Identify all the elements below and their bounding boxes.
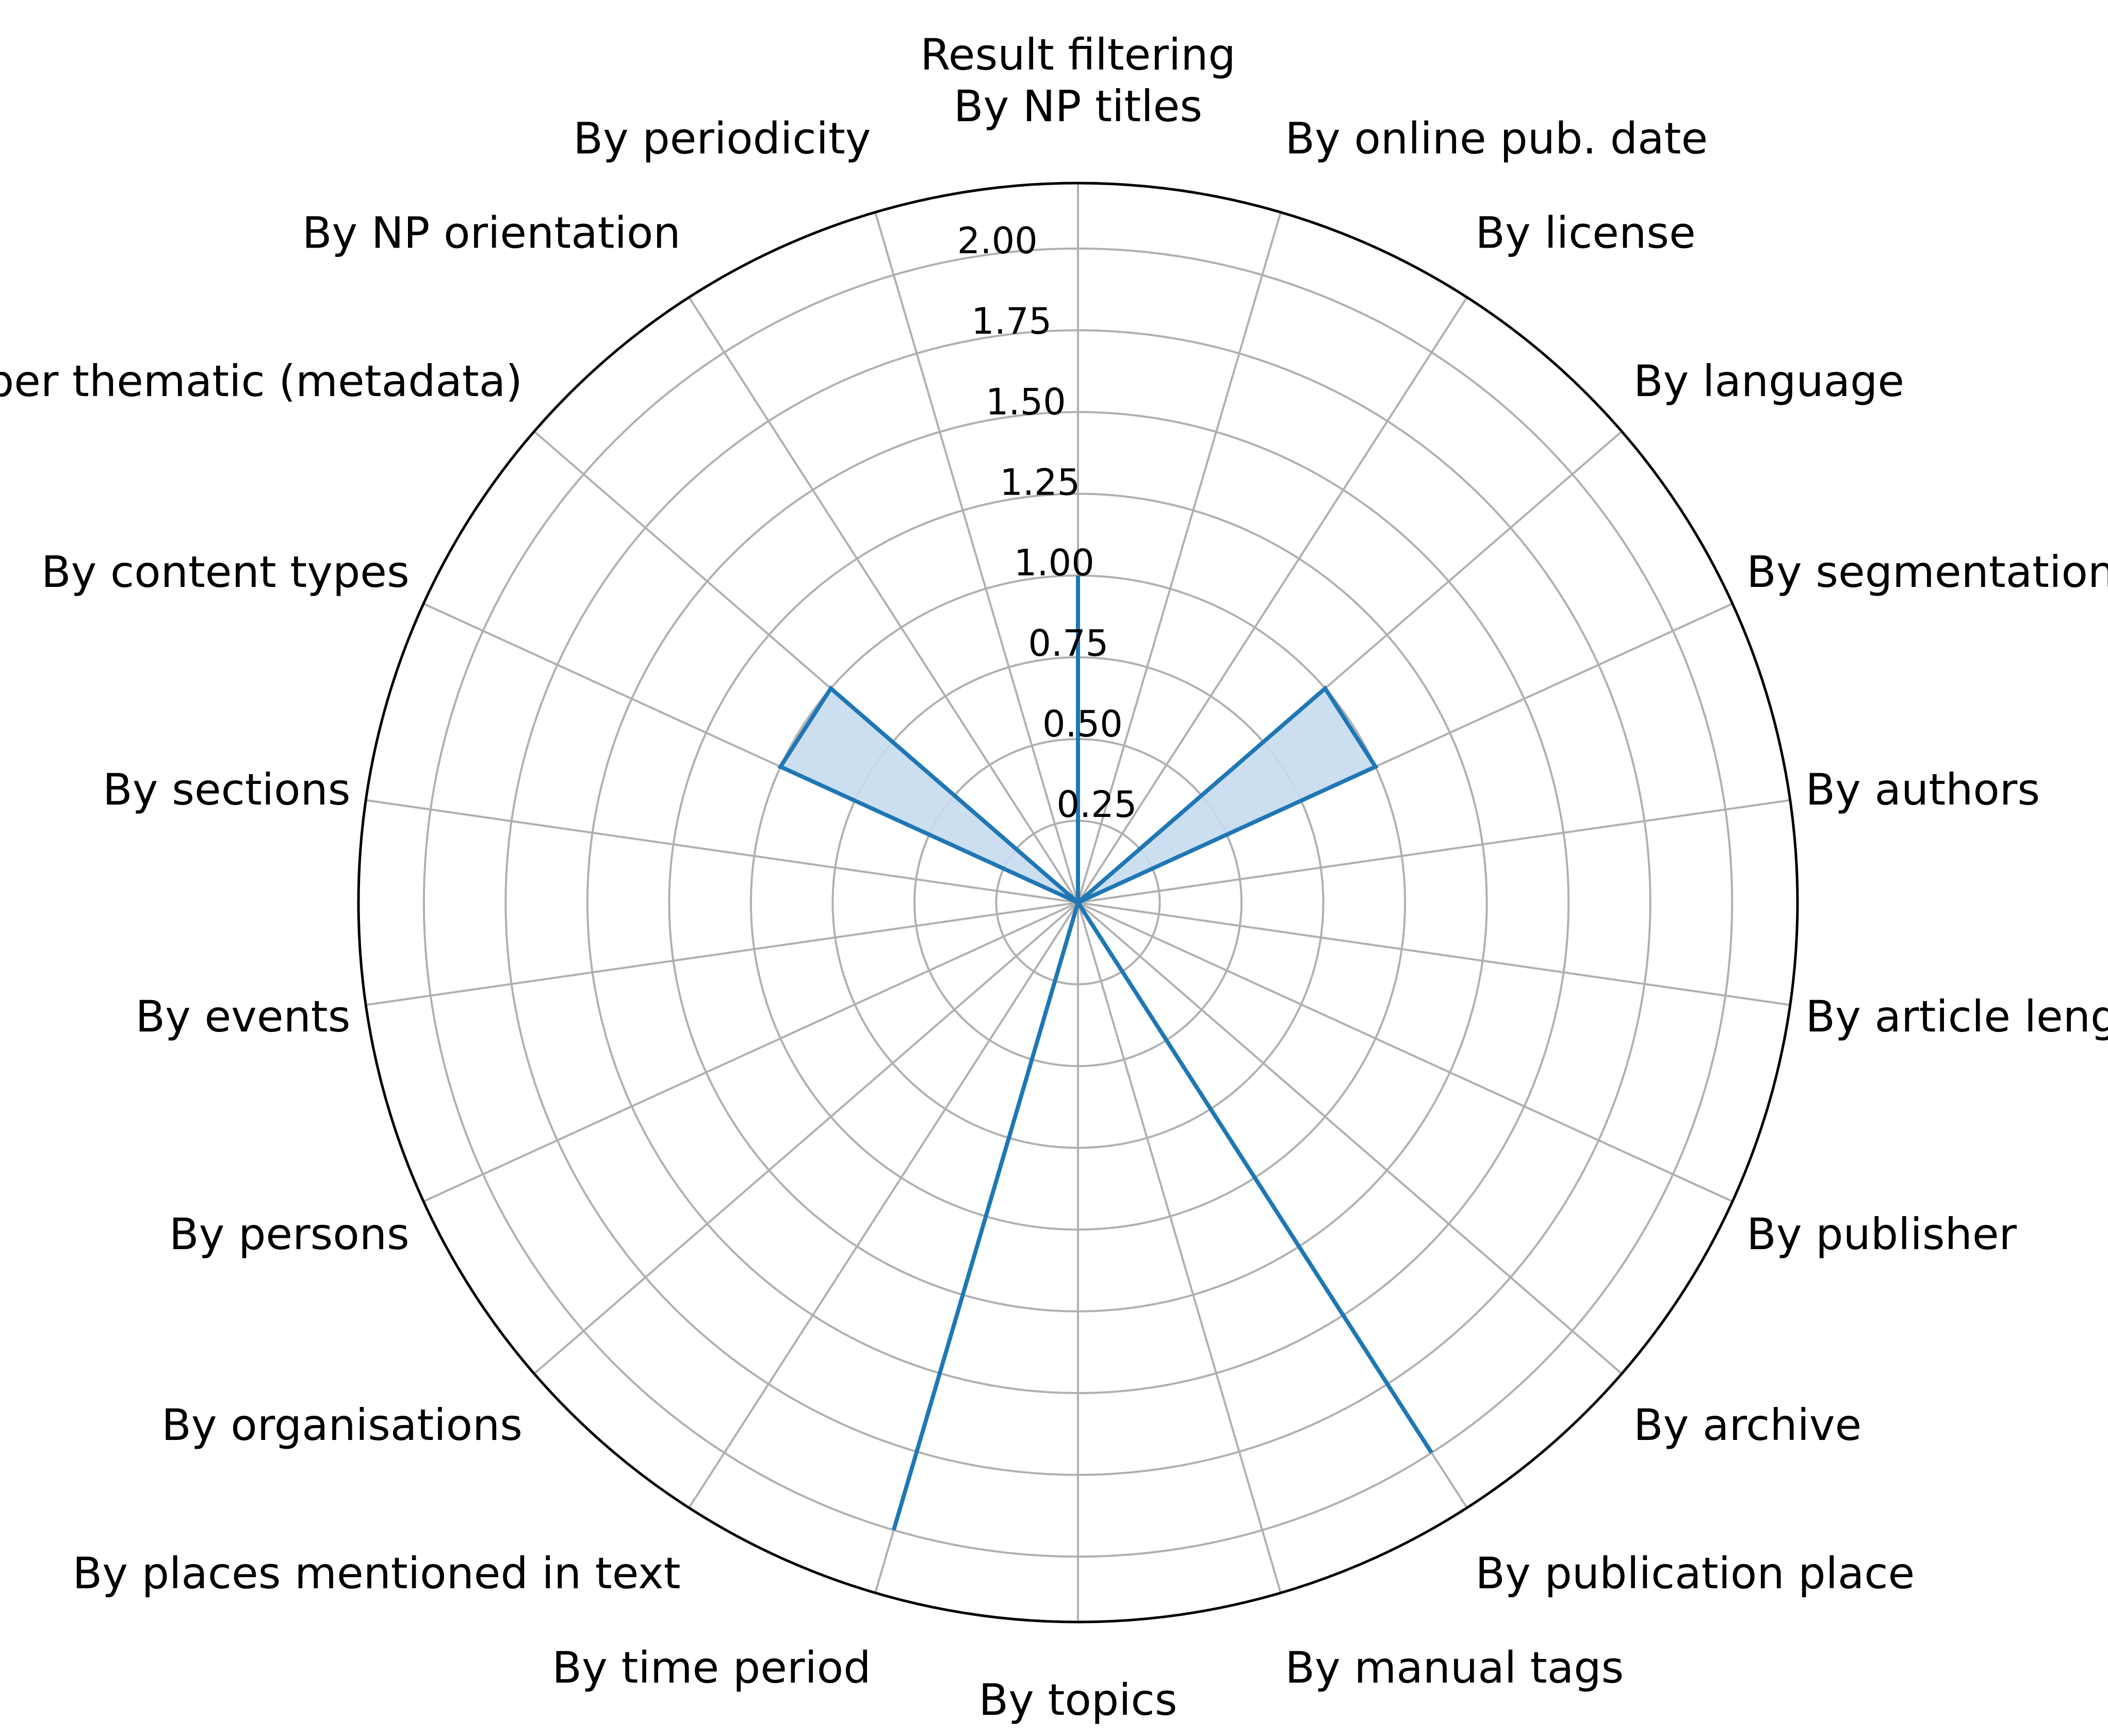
category-label: By NP orientation: [302, 207, 681, 258]
grid-spoke: [1077, 902, 1623, 1375]
category-label: By events: [135, 991, 350, 1042]
grid-spoke: [1077, 799, 1791, 904]
grid-spoke: [1077, 902, 1282, 1594]
radial-tick-label: 2.00: [957, 220, 1038, 262]
radial-tick-label: 0.50: [1042, 703, 1123, 745]
grid-spoke: [1077, 297, 1468, 904]
grid-spoke: [688, 297, 1079, 904]
category-labels: By NP titles By online pub. date By licens…: [0, 81, 2108, 1725]
radial-tick-label: 1.75: [971, 300, 1052, 342]
category-label: By organisations: [161, 1400, 522, 1450]
grid-spoke: [365, 902, 1078, 1006]
radial-tick-label: 1.25: [1000, 461, 1080, 503]
category-label: By publisher: [1746, 1209, 2017, 1259]
category-label: By authors: [1805, 764, 2040, 815]
grid-spoke: [1077, 902, 1733, 1203]
radial-tick-label: 0.75: [1028, 623, 1108, 665]
category-label: By persons: [169, 1209, 410, 1259]
category-label: By periodicity: [573, 113, 871, 164]
category-label: By archive: [1633, 1400, 1861, 1450]
category-label: By manual tags: [1285, 1642, 1624, 1693]
grid-spoke: [874, 211, 1079, 903]
category-label: By newspaper thematic (metadata): [0, 356, 522, 406]
grid-spoke: [365, 799, 1078, 904]
grid-spoke: [688, 902, 1079, 1509]
category-label: By license: [1475, 207, 1695, 258]
polar-frame: [357, 182, 1799, 1624]
chart-title: Result filtering: [920, 29, 1236, 80]
grid-spoke: [1077, 902, 1791, 1006]
radial-tick-label: 1.00: [1014, 542, 1094, 584]
series-layer: [777, 575, 1433, 1531]
category-label: By NP titles: [954, 81, 1202, 132]
category-label: By language: [1633, 356, 1904, 406]
category-label: By sections: [103, 764, 350, 815]
category-label: By time period: [552, 1642, 871, 1693]
category-label: By content types: [41, 547, 410, 597]
grid-spoke: [423, 902, 1078, 1203]
category-label: By topics: [979, 1675, 1178, 1725]
radial-tick-labels: 0.25 0.50 0.75 1.00 1.25 1.50 1.75 2.00: [957, 220, 1137, 826]
radial-tick-label: 0.25: [1056, 783, 1137, 826]
grid-spoke: [533, 902, 1079, 1375]
category-label: By places mentioned in text: [73, 1548, 681, 1599]
radial-tick-label: 1.50: [986, 381, 1066, 423]
category-label: By online pub. date: [1285, 113, 1708, 164]
category-label: By article length: [1805, 991, 2108, 1042]
category-label: By publication place: [1475, 1548, 1915, 1599]
grid-spoke: [1077, 211, 1282, 903]
category-label: By segmentation level: [1746, 547, 2108, 597]
